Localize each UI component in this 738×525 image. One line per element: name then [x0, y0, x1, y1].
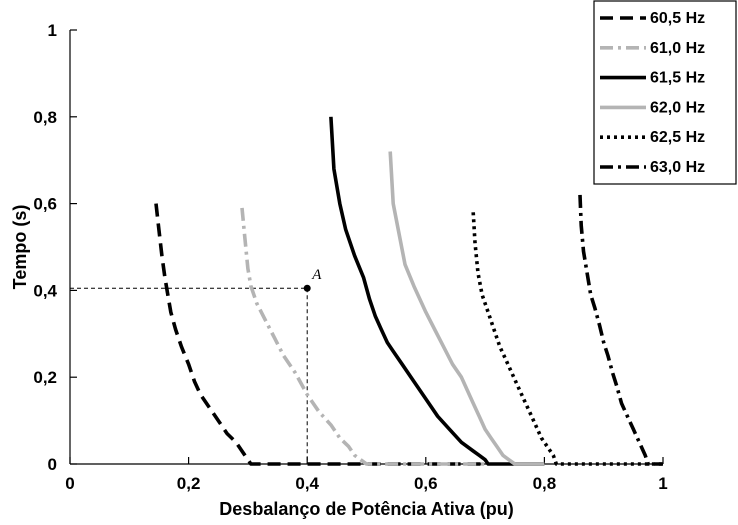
legend-box: [593, 0, 737, 185]
series-line-1: [154, 203, 486, 466]
y-tick-label: 1: [48, 21, 57, 40]
legend-label-3: 61,5 Hz: [650, 70, 705, 87]
x-tick-label: 0,6: [414, 474, 438, 493]
legend-label-1: 60,5 Hz: [650, 10, 705, 27]
series-layer: [154, 116, 663, 466]
x-tick-label: 1: [658, 474, 667, 493]
legend: 60,5 Hz 61,0 Hz 61,5 Hz 62,0 Hz 62,5 Hz 63,0 …: [593, 0, 737, 185]
x-tick-label: 0: [65, 474, 74, 493]
series-line-6: [578, 194, 663, 466]
x-tick-label: 0,2: [177, 474, 201, 493]
legend-label-6: 63,0 Hz: [650, 159, 705, 176]
y-tick-label: 0,4: [33, 281, 57, 300]
legend-label-4: 62,0 Hz: [650, 99, 705, 116]
annotation-point: [303, 284, 311, 292]
x-tick-label: 0,8: [533, 474, 557, 493]
x-axis-title: Desbalanço de Potência Ativa (pu): [219, 499, 513, 519]
y-tick-label: 0,8: [33, 108, 57, 127]
series-line-5: [471, 212, 663, 466]
series-line-2: [240, 207, 486, 466]
legend-label-5: 62,5 Hz: [650, 129, 705, 146]
series-line-4: [388, 151, 545, 466]
annotation-label: A: [311, 267, 322, 283]
axes: 0 0,2 0,4 0,6 0,8 1 0 0,2 0,4 0,6 0,8 1 Desbalanço d…: [10, 21, 668, 519]
annotation-guides: [70, 287, 308, 464]
annotations-layer: A: [303, 267, 322, 292]
y-tick-label: 0,6: [33, 195, 57, 214]
y-axis-title: Tempo (s): [10, 205, 30, 290]
y-tick-label: 0,2: [33, 368, 57, 387]
series-line-3: [329, 116, 545, 466]
x-tick-label: 0,4: [295, 474, 319, 493]
y-tick-label: 0: [48, 455, 57, 474]
legend-label-2: 61,0 Hz: [650, 40, 705, 57]
